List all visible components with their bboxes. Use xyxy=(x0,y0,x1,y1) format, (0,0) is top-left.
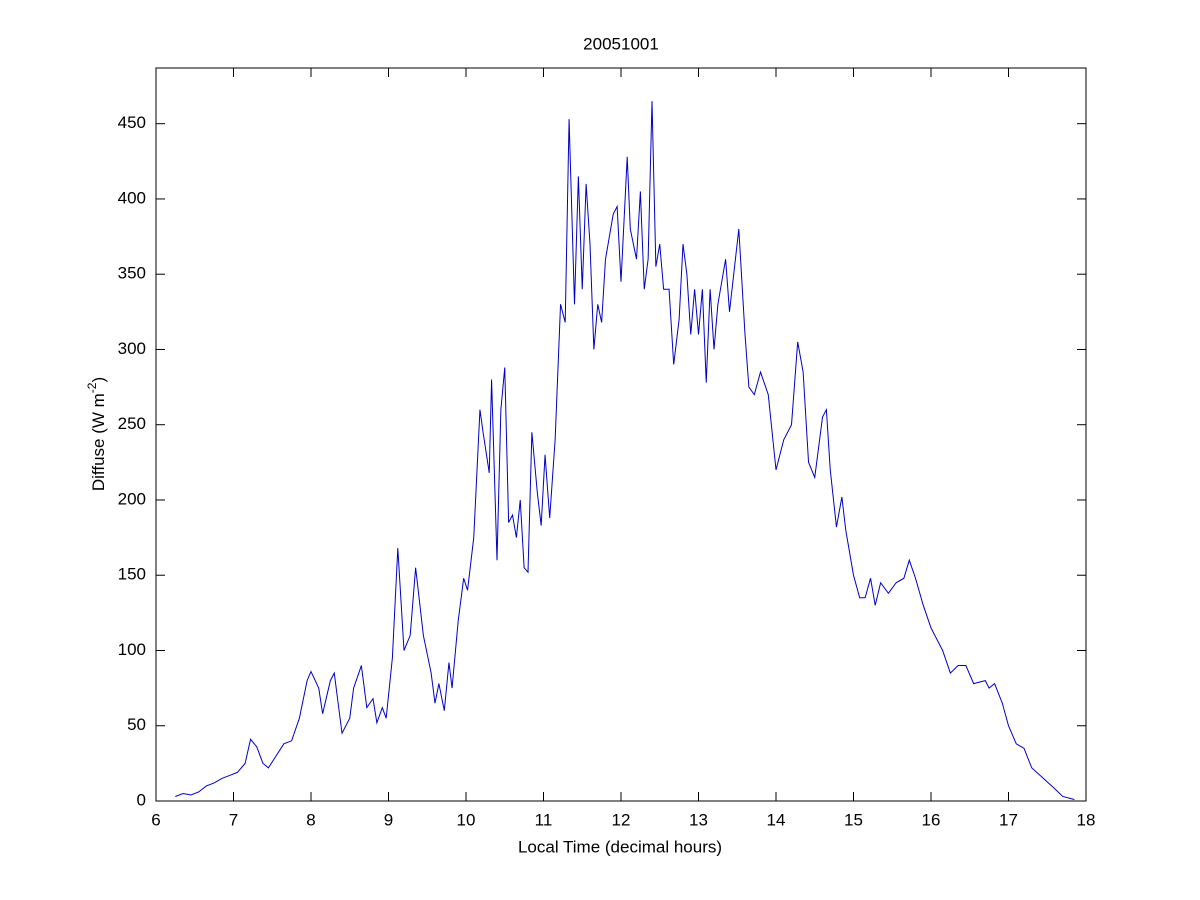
x-tick-label: 13 xyxy=(689,810,708,829)
x-tick-label: 15 xyxy=(844,810,863,829)
chart-title: 20051001 xyxy=(583,34,659,53)
x-tick-label: 16 xyxy=(922,810,941,829)
y-tick-label: 250 xyxy=(118,414,146,433)
x-tick-label: 7 xyxy=(229,810,238,829)
x-tick-label: 8 xyxy=(306,810,315,829)
y-axis-label-text: Diffuse (W m xyxy=(89,393,108,491)
x-axis-label: Local Time (decimal hours) xyxy=(518,837,722,856)
x-tick-label: 11 xyxy=(535,810,553,829)
y-tick-label: 450 xyxy=(118,113,146,132)
y-tick-label: 350 xyxy=(118,264,146,283)
y-axis-label: Diffuse (W m-2) xyxy=(85,377,108,491)
y-tick-label: 100 xyxy=(118,640,146,659)
y-tick-label: 300 xyxy=(118,339,146,358)
y-axis-label-superscript: -2 xyxy=(85,382,99,393)
x-tick-label: 9 xyxy=(384,810,393,829)
y-tick-label: 400 xyxy=(118,188,146,207)
x-tick-label: 18 xyxy=(1077,810,1096,829)
x-tick-label: 6 xyxy=(151,810,160,829)
y-axis-label-end: ) xyxy=(89,377,108,383)
data-line xyxy=(175,101,1075,800)
plot-area xyxy=(155,67,1087,802)
y-tick-label: 50 xyxy=(127,715,146,734)
x-tick-label: 10 xyxy=(457,810,476,829)
y-tick-label: 150 xyxy=(118,565,146,584)
x-tick-label: 12 xyxy=(612,810,631,829)
x-tick-label: 14 xyxy=(767,810,786,829)
y-tick-label: 0 xyxy=(137,790,146,809)
y-tick-label: 200 xyxy=(118,489,146,508)
x-tick-label: 17 xyxy=(999,810,1018,829)
